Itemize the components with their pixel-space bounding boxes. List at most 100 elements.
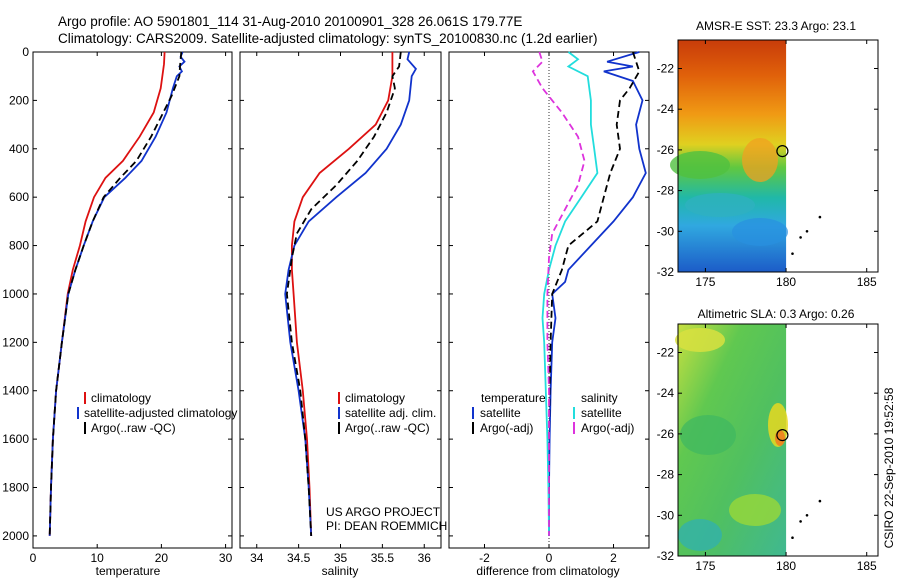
y-tick-label: 0 (22, 45, 29, 59)
header-line-2: Climatology: CARS2009. Satellite-adjuste… (58, 31, 598, 46)
series-line-red (291, 52, 394, 536)
x-tick-label: 30 (219, 551, 233, 565)
series-line-cyan (541, 51, 599, 536)
y-tick-label: 200 (9, 93, 29, 107)
x-tick-label: 0 (546, 551, 553, 565)
temperature-panel: 0 10 20 30 0 200 400 600 800 1000 1200 1400 1600 1800… (2, 45, 237, 578)
salinity-panel: 34 34.5 35 35.5 36 salinity climatology sate… (239, 51, 447, 578)
y-tick-label: 1000 (2, 287, 29, 301)
credit-line-2: PI: DEAN ROEMMICH (326, 519, 447, 533)
map-y-tick-label: -28 (657, 468, 675, 482)
difference-ticks: -2 0 2 (449, 51, 649, 565)
legend-sal-argo: Argo(-adj) (581, 421, 634, 435)
map-y-tick-label: -26 (657, 143, 675, 157)
credit-line-1: US ARGO PROJECT (326, 505, 441, 519)
header-line-1: Argo profile: AO 5901801_114 31-Aug-2010… (58, 14, 522, 29)
series-line-black (285, 51, 402, 536)
map-y-tick-label: -30 (657, 508, 675, 522)
sst-float-track (791, 215, 822, 255)
legend-temp-argo: Argo(-adj) (480, 421, 533, 435)
map-x-tick-label: 185 (857, 559, 877, 573)
float-track-point (805, 514, 809, 517)
sst-map-title: AMSR-E SST: 23.3 Argo: 23.1 (696, 19, 856, 33)
float-track-point (791, 536, 794, 539)
map-y-tick-label: -24 (657, 386, 675, 400)
map-y-tick-label: -22 (657, 345, 675, 359)
map-y-tick-label: -22 (657, 61, 675, 75)
x-tick-label: 10 (91, 551, 105, 565)
sla-map: Altimetric SLA: 0.3 Argo: 0.26 175 180 185… (657, 307, 879, 573)
map-y-tick-label: -30 (657, 224, 675, 238)
difference-panel: -2 0 2 difference from climatology tempera… (448, 51, 650, 578)
float-track-point (805, 230, 809, 233)
legend-argo: Argo(..raw -QC) (91, 421, 176, 435)
map-y-tick-label: -24 (657, 102, 675, 116)
map-x-tick-label: 185 (857, 275, 877, 289)
y-tick-label: 800 (9, 239, 29, 253)
map-x-tick-label: 175 (695, 275, 715, 289)
series-line-blue (48, 51, 186, 536)
salinity-legend: climatology satellite adj. clim. Argo(..… (338, 391, 436, 435)
x-tick-label: 34.5 (287, 551, 311, 565)
x-tick-label: 36 (418, 551, 432, 565)
map-y-tick-label: -32 (657, 265, 675, 279)
y-tick-label: 2000 (2, 529, 29, 543)
salinity-lines (284, 51, 418, 536)
temperature-xlabel: temperature (96, 564, 161, 578)
float-track-point (799, 236, 802, 239)
legend-argo-2: Argo(..raw -QC) (345, 421, 430, 435)
x-tick-label: 35.5 (371, 551, 395, 565)
float-track-point (818, 499, 822, 503)
legend-sal-satellite: satellite (581, 406, 622, 420)
salinity-ticks: 34 34.5 35 35.5 36 (240, 51, 441, 565)
map-x-tick-label: 180 (776, 559, 796, 573)
float-track-point (791, 252, 794, 255)
sla-map-frame (677, 323, 879, 557)
y-tick-label: 1600 (2, 432, 29, 446)
legend-satellite-adj: satellite adj. clim. (345, 406, 436, 420)
timestamp-stamp: CSIRO 22-Sep-2010 19:52:58 (882, 387, 896, 548)
series-line-black (548, 51, 641, 536)
sst-map-ticks: 175 180 185 -22 -24 -26 -28 -30 -32 (657, 40, 878, 289)
temperature-lines (48, 51, 186, 536)
series-line-magenta (531, 51, 586, 536)
legend-climatology: climatology (91, 391, 151, 405)
x-tick-label: 2 (610, 551, 617, 565)
x-tick-label: 0 (30, 551, 37, 565)
y-tick-label: 400 (9, 142, 29, 156)
legend-temp-satellite: satellite (480, 406, 521, 420)
sla-argo-location-marker (776, 429, 789, 442)
map-y-tick-label: -28 (657, 184, 675, 198)
temperature-ticks: 0 10 20 30 0 200 400 600 800 1000 1200 1400 1600 1800… (2, 45, 232, 565)
difference-xlabel: difference from climatology (476, 564, 619, 578)
series-line-black (48, 51, 183, 536)
series-line-blue (284, 51, 418, 536)
legend-temperature-header: temperature (481, 391, 546, 405)
x-tick-label: -2 (479, 551, 490, 565)
series-line-blue (548, 51, 647, 536)
temperature-legend: climatology satellite-adjusted climatolo… (77, 391, 237, 435)
map-y-tick-label: -32 (657, 549, 675, 563)
x-tick-label: 20 (155, 551, 169, 565)
sst-argo-location-marker (776, 145, 789, 158)
float-track-point (799, 520, 802, 523)
difference-lines (531, 51, 647, 536)
x-tick-label: 35 (334, 551, 348, 565)
sla-map-title: Altimetric SLA: 0.3 Argo: 0.26 (698, 307, 855, 321)
y-tick-label: 1800 (2, 481, 29, 495)
map-x-tick-label: 175 (695, 559, 715, 573)
salinity-axes-frame (239, 51, 442, 549)
sla-field-detail (675, 328, 788, 551)
float-track-point (818, 215, 822, 219)
y-tick-label: 600 (9, 190, 29, 204)
map-x-tick-label: 180 (776, 275, 796, 289)
y-tick-label: 1200 (2, 335, 29, 349)
salinity-xlabel: salinity (322, 564, 359, 578)
series-line-red (48, 51, 166, 536)
map-y-tick-label: -26 (657, 427, 675, 441)
legend-satellite-adjusted: satellite-adjusted climatology (84, 406, 237, 420)
legend-salinity-header: salinity (581, 391, 618, 405)
difference-legend: temperature salinity satellite Argo(-adj… (472, 391, 634, 435)
